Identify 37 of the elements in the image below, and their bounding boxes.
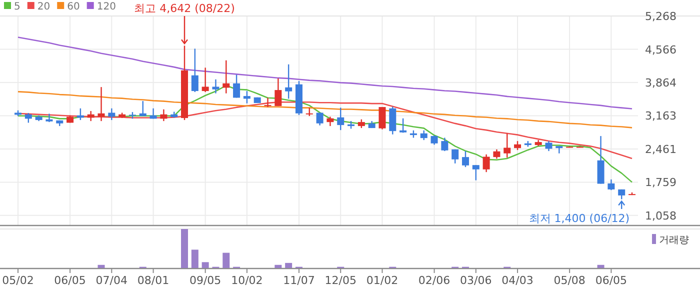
y-tick-label: 3,163 [645,110,676,123]
x-tick-label: 10/02 [231,274,263,287]
y-tick-label: 3,864 [645,76,676,90]
bar [274,264,282,268]
x-tick-label: 12/05 [324,274,356,287]
bar [98,264,105,268]
legend-label: 5 [14,2,20,12]
text: 최고 4,642 (08/22) [134,2,235,15]
x-tick-label: 08/01 [137,274,170,287]
legend-label: 120 [96,2,116,12]
y-tick-label: 1,759 [645,176,676,190]
legend-label: 20 [37,2,50,12]
bar [597,264,604,268]
x-tick-label: 04/03 [502,274,534,287]
bar [285,262,292,268]
bar [202,262,209,268]
x-tick-label: 11/07 [283,274,315,287]
legend: 거래량 [652,234,689,246]
x-tick-label: 06/05 [54,274,86,287]
x-tick-label: 05/08 [554,274,586,287]
x-tick-label: 06/05 [595,274,628,287]
x-tick-label: 09/05 [189,274,222,287]
x-tick-label: 03/06 [460,274,492,287]
y-tick-label: 2,461 [645,142,676,156]
bar [222,252,230,268]
x-tick-label: 07/04 [96,274,128,287]
annotation: 최저 1,400 (06/12) [528,212,630,225]
bar [191,250,198,268]
y-tick-label: 4,566 [645,43,676,56]
y-tick-label: 5,268 [645,10,676,23]
legend-label: 60 [67,2,80,12]
x-tick-label: 02/06 [418,274,450,287]
x-tick-label: 01/02 [366,274,398,287]
y-tick-label: 1,058 [645,209,676,222]
x-tick-label: 05/02 [2,274,34,287]
legend-label: 거래량 [659,235,689,246]
bar [181,229,188,268]
